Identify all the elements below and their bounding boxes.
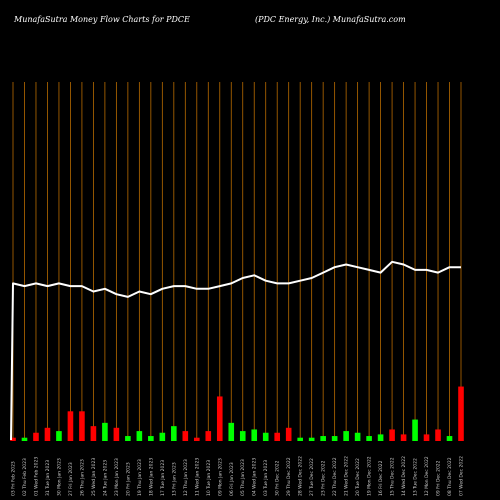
x-tick-label: 06 Fri Jan 2023 xyxy=(229,462,235,496)
x-tick-label: 01 Wed Feb 2023 xyxy=(34,457,40,496)
money-flow-bar xyxy=(423,434,430,441)
x-tick-label: 07 Wed Dec 2022 xyxy=(459,456,465,496)
x-tick-label: 13 Tue Dec 2022 xyxy=(413,458,419,496)
x-tick-label: 20 Tue Dec 2022 xyxy=(355,458,361,496)
x-tick-label: 08 Thu Dec 2022 xyxy=(447,457,453,496)
x-tick-label: 18 Wed Jan 2023 xyxy=(148,458,154,496)
money-flow-bar xyxy=(377,434,384,441)
x-tick-label: 26 Thu Jan 2023 xyxy=(79,459,85,496)
money-flow-bar xyxy=(125,436,131,441)
x-tick-label: 13 Fri Jan 2023 xyxy=(171,462,177,496)
x-tick-label: 02 Thu Feb 2023 xyxy=(22,458,28,496)
x-tick-label: 25 Wed Jan 2023 xyxy=(91,458,97,496)
money-flow-bar xyxy=(159,432,166,441)
money-flow-bar xyxy=(171,426,177,441)
money-flow-bar xyxy=(102,422,108,441)
gridlines xyxy=(12,82,462,441)
money-flow-bar xyxy=(285,427,292,441)
money-flow-bar xyxy=(228,422,235,441)
money-flow-bar xyxy=(354,432,361,441)
x-tick-label: 10 Tue Jan 2023 xyxy=(206,460,212,496)
x-tick-label: 21 Wed Dec 2022 xyxy=(344,456,350,496)
money-flow-bar xyxy=(400,434,407,441)
x-tick-label: 16 Fri Dec 2022 xyxy=(378,460,384,496)
money-flow-bar xyxy=(44,427,51,441)
x-tick-label: 27 Fri Jan 2023 xyxy=(68,462,74,496)
money-flow-bar xyxy=(148,436,154,441)
x-axis-labels: 03 Fri Feb 2023 02 Thu Feb 2023 01 Wed Feb… xyxy=(11,456,465,496)
x-tick-label: 27 Tue Dec 2022 xyxy=(309,458,315,496)
x-tick-label: 24 Tue Jan 2023 xyxy=(102,460,108,496)
money-flow-bar xyxy=(458,386,464,441)
x-tick-label: 09 Fri Dec 2022 xyxy=(436,460,442,496)
money-flow-bar xyxy=(113,427,120,441)
x-tick-label: 03 Fri Feb 2023 xyxy=(11,461,17,496)
money-flow-bar xyxy=(446,436,453,441)
money-flow-bar xyxy=(205,431,212,441)
money-flow-bars xyxy=(10,386,464,441)
x-tick-label: 23 Fri Dec 2022 xyxy=(321,460,327,496)
money-flow-bar xyxy=(21,437,28,441)
money-flow-bar xyxy=(67,411,74,441)
money-flow-bar xyxy=(274,432,281,441)
x-tick-label: 03 Tue Jan 2023 xyxy=(263,460,269,496)
money-flow-bar xyxy=(308,437,315,441)
money-flow-bar xyxy=(412,419,418,441)
money-flow-bar xyxy=(56,431,62,441)
x-tick-label: 04 Wed Jan 2023 xyxy=(252,458,258,496)
money-flow-bar xyxy=(297,437,303,441)
x-tick-label: 20 Fri Jan 2023 xyxy=(125,462,131,496)
money-flow-bar xyxy=(10,437,16,441)
money-flow-bar xyxy=(216,396,223,441)
x-tick-label: 23 Mon Jan 2023 xyxy=(114,458,120,496)
chart-title-right: (PDC Energy, Inc.) MunafaSutra.com xyxy=(255,15,406,24)
money-flow-bar xyxy=(182,431,189,441)
x-tick-label: 14 Wed Dec 2022 xyxy=(401,456,407,496)
money-flow-bar xyxy=(90,426,97,441)
money-flow-bar xyxy=(389,429,395,441)
money-flow-bar xyxy=(79,411,85,441)
price-line xyxy=(10,260,461,441)
money-flow-bar xyxy=(331,436,338,441)
x-tick-label: 19 Thu Jan 2023 xyxy=(137,459,143,496)
money-flow-bar xyxy=(435,429,441,441)
money-flow-bar xyxy=(366,436,372,441)
chart-title-left: MunafaSutra Money Flow Charts for PDCE xyxy=(14,15,190,24)
x-tick-label: 11 Wed Jan 2023 xyxy=(194,458,200,496)
x-tick-label: 17 Tue Jan 2023 xyxy=(160,460,166,496)
x-tick-label: 22 Thu Dec 2022 xyxy=(332,457,338,496)
x-tick-label: 30 Fri Dec 2022 xyxy=(275,460,281,496)
x-tick-label: 19 Mon Dec 2022 xyxy=(367,456,373,496)
money-flow-bar xyxy=(251,429,258,441)
x-tick-label: 05 Thu Jan 2023 xyxy=(240,459,246,496)
money-flow-bar xyxy=(320,436,326,441)
x-tick-label: 29 Thu Dec 2022 xyxy=(286,457,292,496)
money-flow-bar xyxy=(239,431,246,441)
x-tick-label: 31 Tue Jan 2023 xyxy=(45,460,51,496)
money-flow-bar xyxy=(136,431,143,441)
x-tick-label: 12 Thu Jan 2023 xyxy=(183,459,189,496)
x-tick-label: 09 Mon Jan 2023 xyxy=(217,458,223,496)
x-tick-label: 28 Wed Dec 2022 xyxy=(298,456,304,496)
x-tick-label: 15 Thu Dec 2022 xyxy=(390,457,396,496)
money-flow-bar xyxy=(343,431,349,441)
x-tick-label: 12 Mon Dec 2022 xyxy=(424,456,430,496)
money-flow-bar xyxy=(193,437,200,441)
money-flow-bar xyxy=(262,432,269,441)
price-line-path xyxy=(10,260,461,441)
money-flow-bar xyxy=(33,432,39,441)
x-tick-label: 30 Mon Jan 2023 xyxy=(56,458,62,496)
